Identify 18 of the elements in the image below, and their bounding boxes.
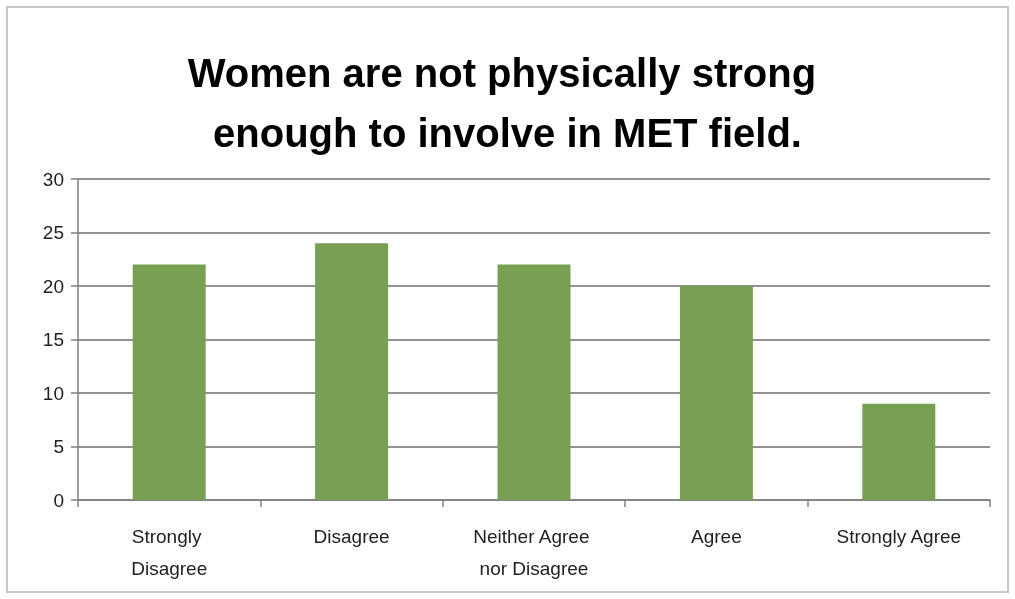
y-tick-label: 0 bbox=[53, 489, 64, 511]
bar bbox=[132, 264, 206, 500]
x-tick-label: Disagree bbox=[313, 525, 390, 547]
x-tick-label: Strongly Disagree bbox=[131, 525, 208, 579]
y-tick-label: 5 bbox=[53, 436, 64, 457]
x-tick-label: Neither Agree nor Disagree bbox=[473, 525, 595, 579]
y-tick-label: 25 bbox=[42, 222, 64, 243]
bar bbox=[315, 243, 389, 500]
x-tick-label: Agree bbox=[691, 525, 742, 547]
y-tick-label: 15 bbox=[42, 329, 64, 350]
y-tick-label: 30 bbox=[42, 168, 64, 190]
y-tick-label: 10 bbox=[42, 382, 64, 404]
y-tick-label: 20 bbox=[42, 275, 64, 297]
bar bbox=[862, 403, 936, 500]
x-tick-label: Strongly Agree bbox=[836, 525, 962, 547]
chart-title: Women are not physically strong enough to involve in MET field. bbox=[187, 51, 828, 155]
bar bbox=[497, 264, 571, 500]
bar bbox=[679, 286, 753, 500]
